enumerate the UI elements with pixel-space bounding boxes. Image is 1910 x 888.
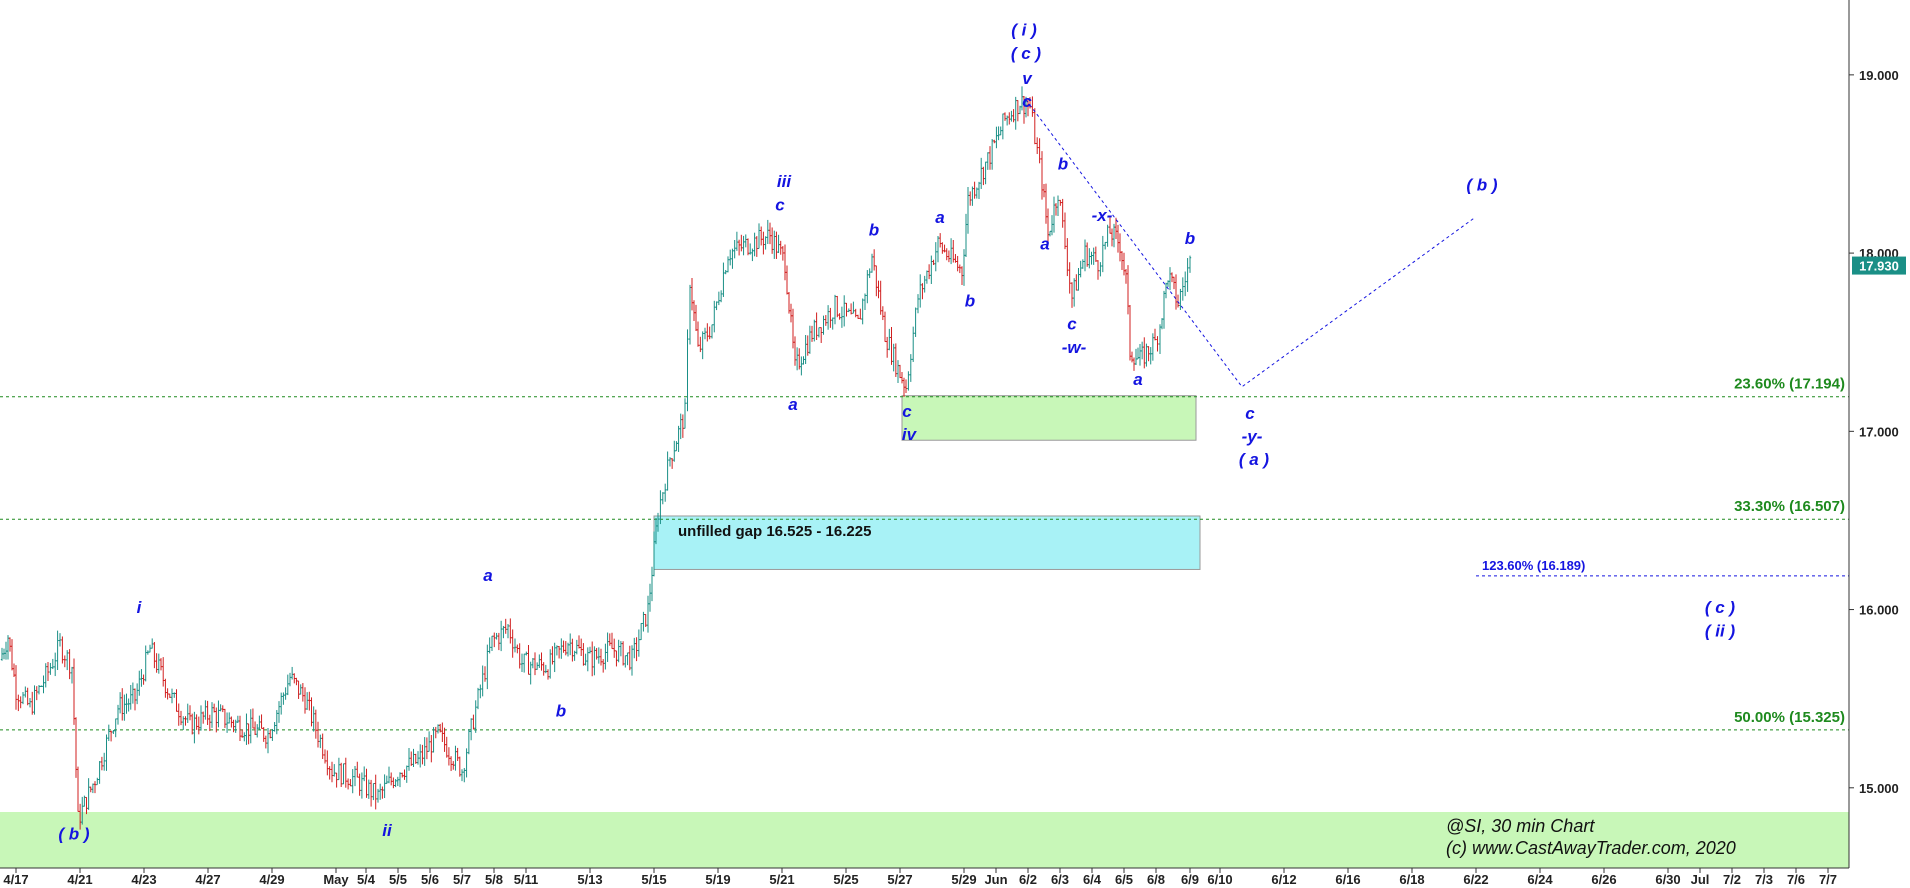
x-tick-label: 4/21	[67, 872, 92, 887]
unfilled-gap-box	[653, 515, 1201, 570]
x-tick-label: 6/8	[1147, 872, 1165, 887]
x-tick-label: 6/4	[1083, 872, 1102, 887]
x-tick-label: 4/23	[131, 872, 156, 887]
bottom-band	[0, 812, 1849, 868]
x-tick-label: 5/6	[421, 872, 439, 887]
x-tick-label: Jul	[1691, 872, 1710, 887]
x-tick-label: 6/5	[1115, 872, 1133, 887]
wave-label: ( i )	[1011, 21, 1037, 40]
x-tick-label: 5/13	[577, 872, 602, 887]
x-tick-label: 5/21	[769, 872, 794, 887]
x-tick-label: 6/30	[1655, 872, 1680, 887]
wave-label: a	[483, 566, 492, 585]
wave-label: ( b )	[1466, 176, 1497, 195]
wave-label: a	[1133, 370, 1142, 389]
x-tick-label: 4/29	[259, 872, 284, 887]
x-tick-label: 7/6	[1787, 872, 1805, 887]
wave-label: ( c )	[1011, 44, 1042, 63]
x-tick-label: 5/25	[833, 872, 858, 887]
x-tick-label: 6/18	[1399, 872, 1424, 887]
y-tick-label: 17.000	[1859, 424, 1899, 439]
x-tick-label: 6/16	[1335, 872, 1360, 887]
x-tick-label: 4/17	[3, 872, 28, 887]
wave-label: iii	[777, 172, 792, 191]
x-tick-label: 6/26	[1591, 872, 1616, 887]
support-zone-box	[901, 395, 1197, 441]
wave-label: -y-	[1242, 427, 1263, 446]
wave-label: b	[1058, 154, 1068, 173]
wave-label: c	[1067, 315, 1077, 334]
wave-label: c	[775, 195, 785, 214]
wave-label: b	[965, 292, 975, 311]
x-tick-label: 6/12	[1271, 872, 1296, 887]
x-axis: 4/17 4/21 4/23 4/27 4/29 May 5/4 5/5 5/6 5/7 5/8 5/…	[3, 868, 1837, 887]
x-tick-label: 6/9	[1181, 872, 1199, 887]
last-price-label: 17.930	[1859, 259, 1899, 274]
x-tick-label: 6/2	[1019, 872, 1037, 887]
wave-label: ( c )	[1705, 598, 1736, 617]
x-tick-label: 5/11	[514, 872, 539, 887]
wave-label: ii	[382, 821, 393, 840]
x-tick-label: 5/19	[705, 872, 730, 887]
x-tick-label: 5/5	[389, 872, 407, 887]
wave-label: a	[935, 208, 944, 227]
price-series-layer	[0, 86, 1192, 830]
x-tick-label: 5/29	[951, 872, 976, 887]
x-tick-label: 6/3	[1051, 872, 1069, 887]
x-tick-label: 6/10	[1207, 872, 1232, 887]
x-tick-label: 4/27	[195, 872, 220, 887]
wave-label: -w-	[1062, 338, 1087, 357]
wave-label: ( ii )	[1705, 621, 1736, 640]
fib-label-0: 23.60% (17.194)	[1734, 376, 1845, 393]
y-tick-label: 19.000	[1859, 68, 1899, 83]
wave-label: b	[1185, 229, 1195, 248]
wave-label: ( b )	[58, 824, 89, 843]
wave-label: -x-	[1092, 206, 1113, 225]
zones-layer: unfilled gap 16.525 - 16.225	[0, 395, 1849, 868]
wave-label: iv	[902, 425, 918, 444]
wave-label: b	[869, 220, 879, 239]
x-tick-label: 6/24	[1527, 872, 1553, 887]
x-tick-label: Jun	[984, 872, 1007, 887]
wave-label: c	[1022, 92, 1032, 111]
fib-label-1: 33.30% (16.507)	[1734, 498, 1845, 515]
x-tick-label: 7/3	[1755, 872, 1773, 887]
x-tick-label: 6/22	[1463, 872, 1488, 887]
x-tick-label: 7/7	[1819, 872, 1837, 887]
copyright-label: (c) www.CastAwayTrader.com, 2020	[1446, 838, 1736, 858]
x-tick-label: May	[323, 872, 349, 887]
wave-label: v	[1022, 69, 1033, 88]
wave-label: ( a )	[1239, 450, 1270, 469]
wave-label: a	[1040, 235, 1049, 254]
x-tick-label: 5/27	[887, 872, 912, 887]
last-price-marker: 17.930	[1852, 256, 1906, 275]
y-tick-label: 15.000	[1859, 781, 1899, 796]
x-tick-label: 5/8	[485, 872, 503, 887]
x-tick-label: 5/4	[357, 872, 376, 887]
extension-label: 123.60% (16.189)	[1482, 558, 1585, 573]
wave-label: c	[1245, 404, 1255, 423]
x-tick-label: 7/2	[1723, 872, 1741, 887]
wave-label: i	[137, 598, 143, 617]
wave-label: a	[788, 395, 797, 414]
wave-label: b	[556, 702, 566, 721]
chart-symbol-label: @SI, 30 min Chart	[1446, 816, 1595, 836]
fib-label-2: 50.00% (15.325)	[1734, 709, 1845, 726]
unfilled-gap-label: unfilled gap 16.525 - 16.225	[678, 523, 871, 540]
fib-levels-layer: 23.60% (17.194) 33.30% (16.507) 50.00% (15…	[0, 376, 1849, 731]
x-tick-label: 5/7	[453, 872, 471, 887]
last-price-box	[1852, 256, 1906, 275]
wave-label: c	[902, 402, 912, 421]
x-tick-label: 5/15	[641, 872, 666, 887]
y-tick-label: 16.000	[1859, 603, 1899, 618]
